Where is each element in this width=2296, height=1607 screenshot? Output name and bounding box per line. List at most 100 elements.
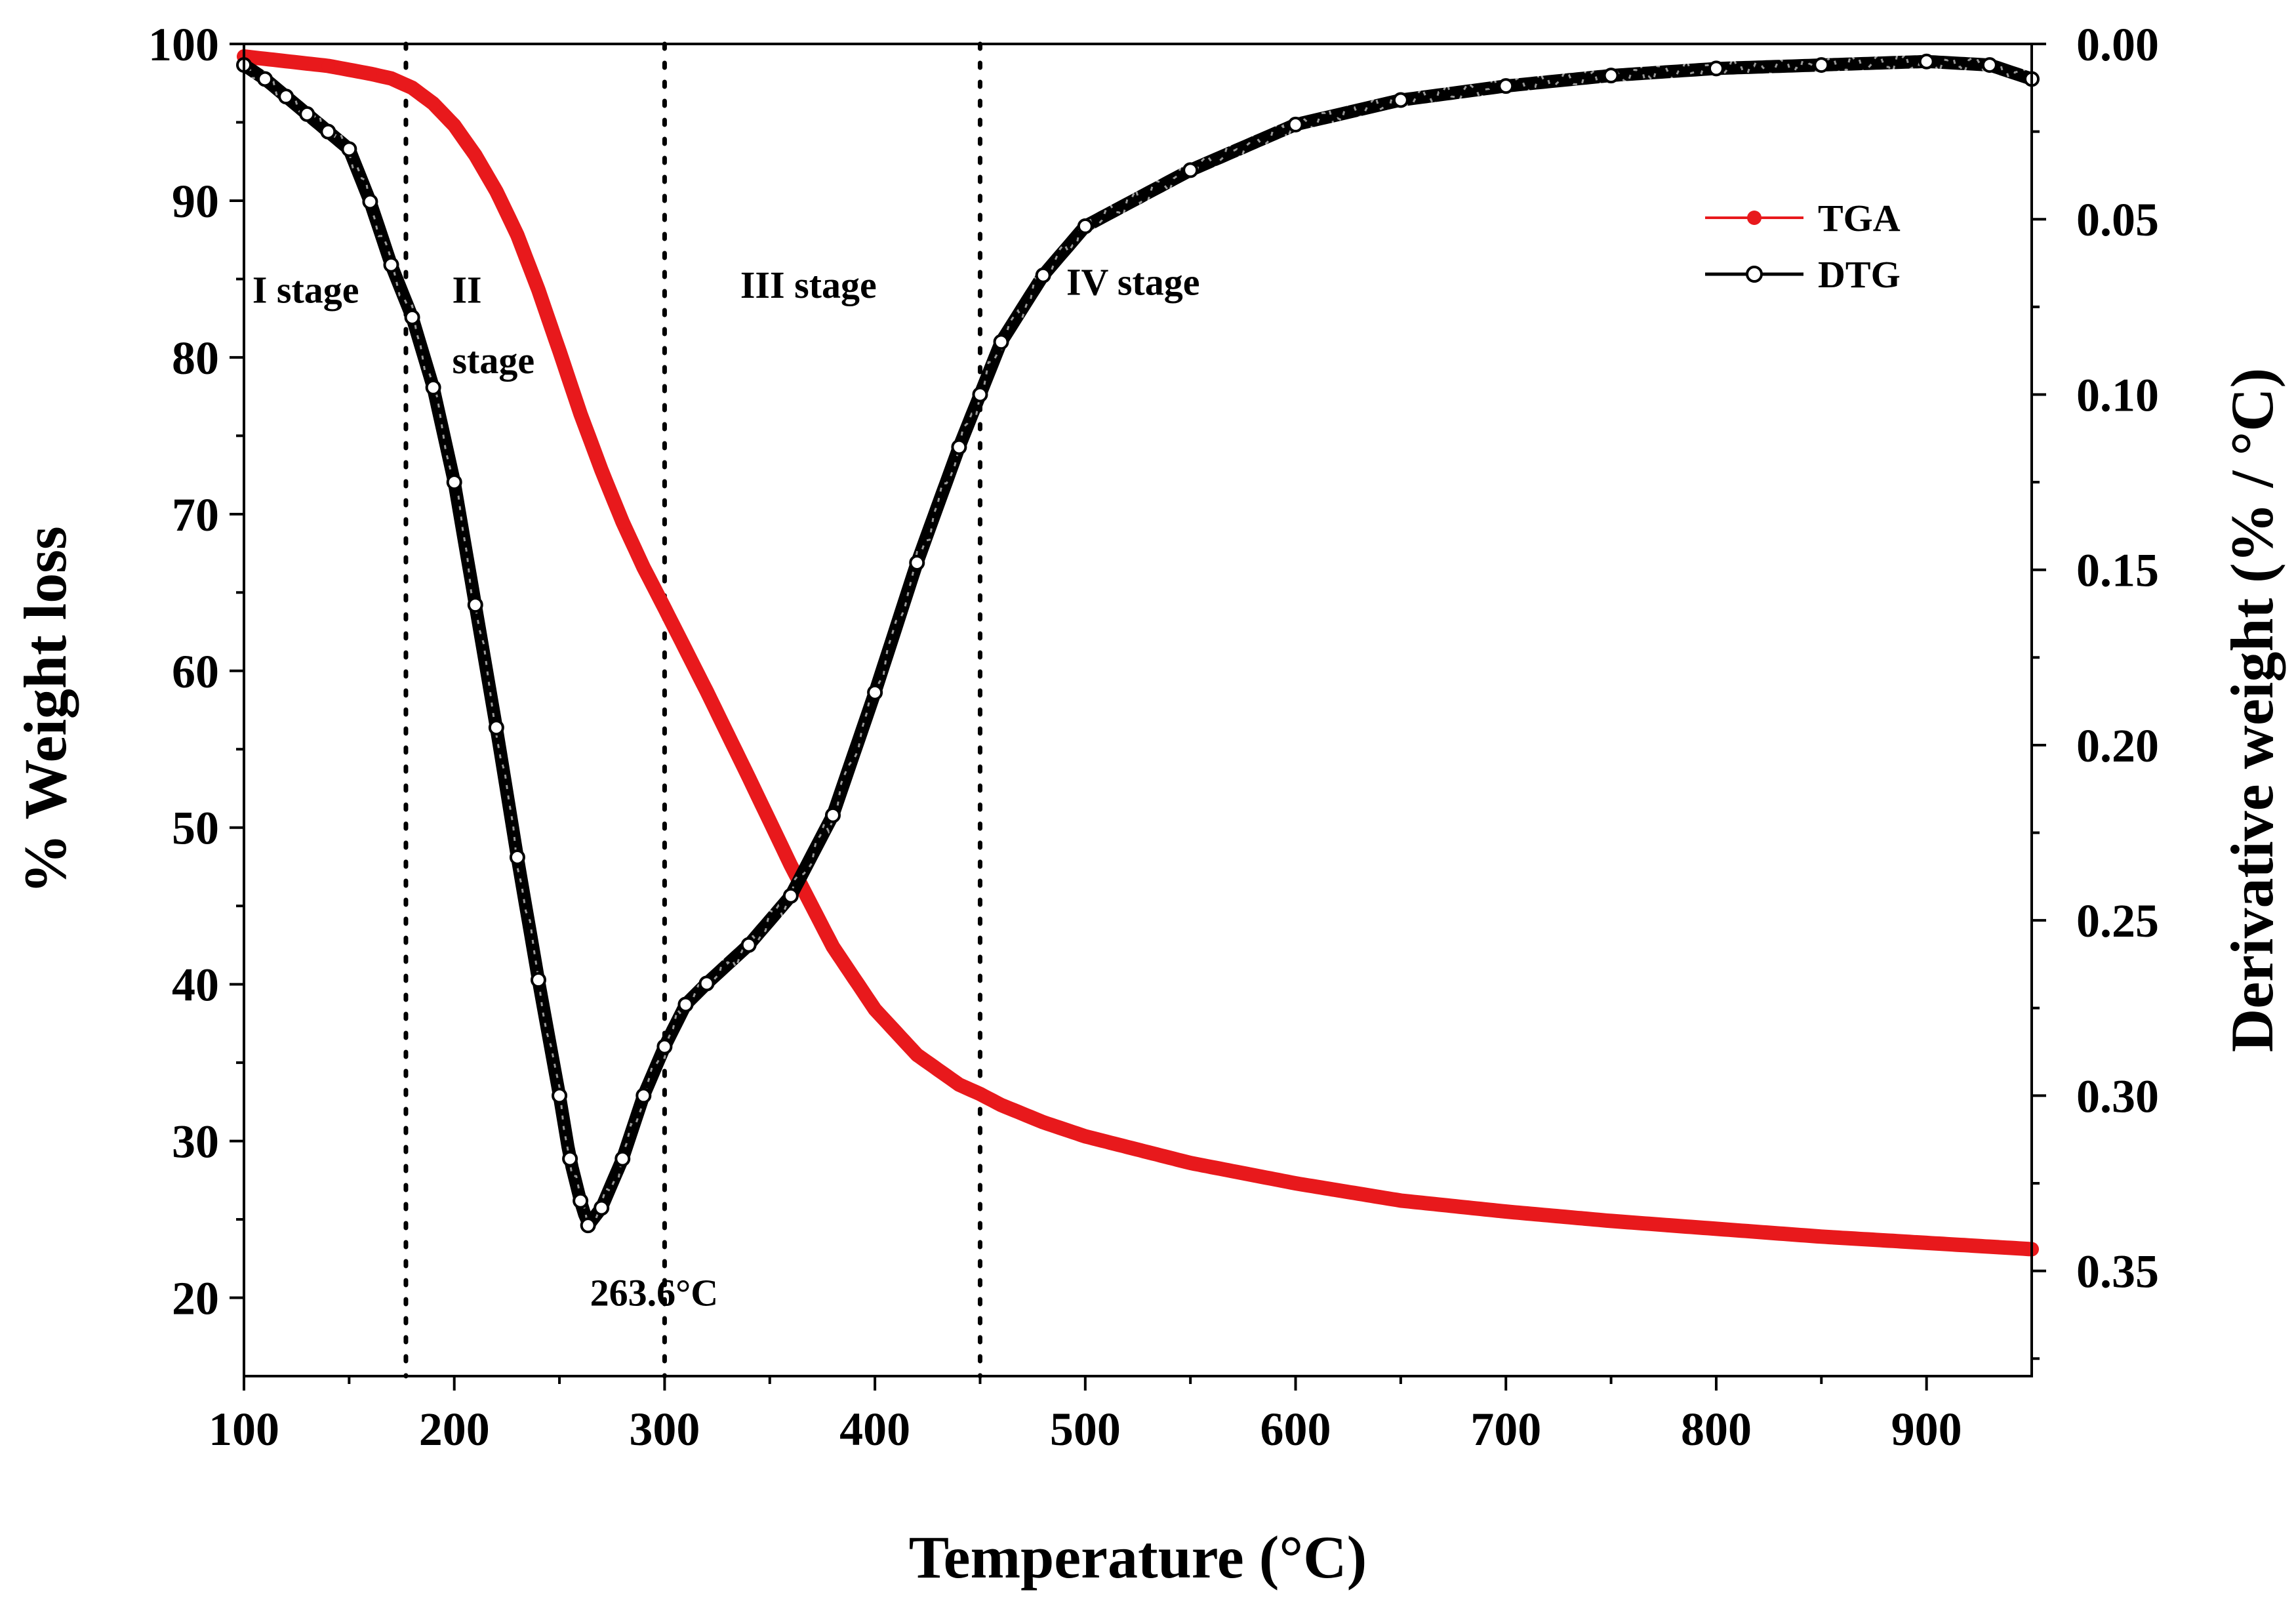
tga-point	[363, 67, 377, 81]
tga-point	[1036, 1115, 1050, 1129]
dtg-point	[993, 334, 1009, 350]
x-tick-label: 900	[1891, 1403, 1962, 1455]
tga-point	[1815, 1230, 1828, 1244]
tga-point	[279, 54, 293, 68]
dtg-point	[362, 193, 378, 210]
series-layer	[236, 49, 2040, 1257]
tga-point	[321, 59, 335, 73]
dtg-point	[278, 89, 294, 105]
dtg-point	[404, 309, 420, 325]
y-tick-label: 60	[172, 645, 219, 698]
legend-tga-marker	[1747, 211, 1762, 225]
y2-tick-label: 0.10	[2076, 369, 2159, 421]
dtg-point	[614, 1150, 631, 1167]
dtg-curve-texture	[243, 49, 2033, 1234]
dtg-curve-band	[237, 54, 2038, 1231]
tga-point	[994, 1098, 1008, 1112]
peak-temperature-label: 263.6°C	[590, 1271, 719, 1314]
tga-point	[1289, 1177, 1302, 1190]
tga-point	[510, 228, 524, 242]
legend-dtg-label: DTG	[1818, 253, 1901, 296]
y-tick-label: 100	[148, 18, 219, 71]
legend-tga-label: TGA	[1818, 197, 1901, 239]
tga-point	[700, 684, 714, 698]
dtg-point	[488, 720, 504, 736]
tga-point	[616, 515, 630, 529]
tga-point	[1184, 1156, 1198, 1170]
dtg-point	[867, 684, 883, 701]
tga-point	[405, 81, 419, 94]
legend-dtg-marker	[1746, 266, 1763, 283]
x-axis-title: Temperature (°C)	[909, 1524, 1367, 1591]
dtg-point	[509, 849, 525, 865]
y2-tick-label: 0.05	[2076, 193, 2159, 246]
dtg-point	[740, 937, 757, 953]
y-axis-title: % Weight loss	[12, 526, 79, 894]
dtg-point	[562, 1150, 578, 1167]
y2-tick-label: 0.00	[2076, 18, 2159, 71]
tga-point	[784, 859, 797, 872]
dtg-point	[446, 474, 462, 491]
dtg-point	[341, 141, 357, 157]
tga-point	[384, 71, 398, 85]
stage-4-label: IV stage	[1066, 260, 1200, 303]
tga-point	[426, 96, 440, 110]
y2-axis-title: Derivative weight (% / °C)	[2219, 368, 2286, 1052]
dtg-point	[951, 439, 967, 455]
dtg-point	[782, 887, 799, 904]
tga-point	[868, 1002, 882, 1016]
dtg-point	[320, 123, 336, 140]
dtg-point	[824, 807, 841, 823]
y-tick-label: 70	[172, 489, 219, 541]
dtg-point	[594, 1200, 610, 1216]
tga-point	[826, 940, 839, 954]
x-tick-label: 600	[1260, 1403, 1331, 1455]
dtg-point	[299, 106, 315, 122]
tga-curve	[237, 49, 2039, 1257]
dtg-point	[425, 379, 441, 396]
plot-frame	[243, 43, 2033, 1377]
legend: TGA DTG	[1705, 197, 1901, 296]
stage-boundary-lines	[403, 41, 982, 1379]
x-tick-label: 800	[1681, 1403, 1752, 1455]
dtg-point	[257, 71, 273, 87]
dtg-point	[1918, 53, 1935, 70]
x-tick-label: 700	[1470, 1403, 1541, 1455]
y2-tick-label: 0.20	[2076, 720, 2159, 772]
tga-point	[489, 184, 503, 198]
tga-point	[531, 283, 545, 297]
y-tick-label: 30	[172, 1116, 219, 1168]
tga-point	[1920, 1236, 1933, 1250]
dtg-point	[1392, 92, 1409, 108]
axis-layer: 100 200 300 400 500 600 700 800 900 20 30 40 50 60 70 8…	[148, 18, 2159, 1455]
stage-2-label-line1: II	[452, 268, 481, 311]
x-tick-label: 400	[839, 1403, 910, 1455]
dtg-point	[1035, 267, 1051, 283]
tga-point	[658, 601, 672, 615]
y-tick-label: 20	[172, 1272, 219, 1325]
dtg-point	[573, 1192, 589, 1209]
y-tick-label: 40	[172, 959, 219, 1011]
tga-point	[1604, 1214, 1618, 1228]
tga-point	[637, 561, 651, 575]
dtg-point	[1287, 116, 1304, 132]
tga-point	[574, 407, 588, 420]
stage-2-label-line2: stage	[452, 339, 534, 382]
tga-point	[1499, 1205, 1513, 1219]
tga-point	[1078, 1129, 1092, 1143]
dtg-point	[972, 386, 988, 403]
dtg-point	[909, 555, 925, 571]
tga-point	[952, 1078, 966, 1091]
y2-tick-label: 0.15	[2076, 544, 2159, 597]
dtg-point	[580, 1217, 596, 1234]
dtg-point	[1603, 68, 1619, 84]
tga-point	[553, 344, 567, 358]
x-tick-label: 100	[209, 1403, 279, 1455]
dtg-point	[1077, 218, 1093, 234]
dtg-point	[635, 1088, 652, 1104]
y2-tick-label: 0.35	[2076, 1246, 2159, 1298]
dtg-point	[1498, 78, 1514, 94]
dtg-point	[1182, 162, 1199, 178]
tga-point	[1394, 1194, 1407, 1208]
